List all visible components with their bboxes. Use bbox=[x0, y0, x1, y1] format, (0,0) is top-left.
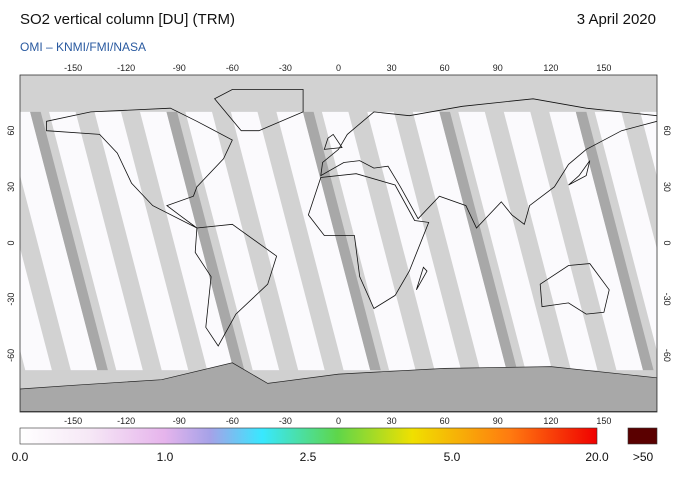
swath bbox=[20, 247, 52, 371]
colorbar bbox=[19, 427, 598, 445]
colorbar-label: 2.5 bbox=[300, 450, 317, 464]
lon-tick-label: 30 bbox=[387, 63, 397, 73]
swath bbox=[140, 111, 234, 371]
lat-tick-label: 0 bbox=[662, 240, 672, 245]
lat-tick-label: -30 bbox=[662, 293, 672, 306]
title: SO2 vertical column [DU] (TRM) bbox=[20, 11, 235, 28]
lon-tick-label: 90 bbox=[493, 416, 503, 426]
coastline bbox=[194, 223, 278, 347]
lon-tick-label: -120 bbox=[117, 63, 135, 73]
lon-tick-label: 90 bbox=[493, 63, 503, 73]
swath bbox=[594, 111, 657, 352]
colorbar-label: >50 bbox=[633, 450, 654, 464]
antarctica bbox=[20, 362, 657, 412]
swath-dark bbox=[30, 111, 108, 371]
swath bbox=[49, 111, 143, 371]
colorbar-over bbox=[627, 427, 658, 445]
coastline bbox=[323, 133, 343, 150]
lon-tick-label: -150 bbox=[64, 416, 82, 426]
map-frame bbox=[19, 74, 658, 413]
lon-tick-label: 60 bbox=[440, 63, 450, 73]
lat-tick-label: -30 bbox=[6, 293, 16, 306]
lon-tick-label: 0 bbox=[336, 63, 341, 73]
swath bbox=[20, 111, 98, 371]
coastline bbox=[539, 263, 610, 315]
lat-tick-label: -60 bbox=[6, 349, 16, 362]
lat-tick-label: 60 bbox=[662, 126, 672, 136]
date: 3 April 2020 bbox=[577, 11, 656, 28]
lon-tick-label: -30 bbox=[279, 416, 292, 426]
swath bbox=[94, 111, 189, 371]
swath bbox=[503, 111, 598, 371]
lat-tick-label: 30 bbox=[6, 182, 16, 192]
coastline bbox=[568, 160, 591, 186]
lon-tick-label: 30 bbox=[387, 416, 397, 426]
lon-tick-label: 150 bbox=[596, 416, 611, 426]
lon-tick-label: 120 bbox=[543, 63, 558, 73]
swath bbox=[276, 111, 371, 371]
swath-dark bbox=[439, 111, 518, 371]
coastline bbox=[320, 98, 657, 229]
colorbar-label: 5.0 bbox=[444, 450, 461, 464]
swath bbox=[640, 111, 657, 177]
coastline bbox=[213, 89, 304, 132]
swath-dark bbox=[302, 111, 381, 371]
colorbar-label: 0.0 bbox=[12, 450, 29, 464]
lat-tick-label: 0 bbox=[6, 240, 16, 245]
lon-tick-label: -120 bbox=[117, 416, 135, 426]
swath bbox=[185, 111, 280, 371]
swath bbox=[412, 111, 507, 371]
lon-tick-label: 120 bbox=[543, 416, 558, 426]
coastline bbox=[46, 107, 233, 229]
colorbar-label: 20.0 bbox=[585, 450, 609, 464]
swath bbox=[549, 111, 643, 371]
lat-tick-label: -60 bbox=[662, 349, 672, 362]
swath bbox=[230, 111, 325, 371]
swath bbox=[321, 111, 416, 371]
map bbox=[20, 75, 657, 412]
lon-tick-label: 60 bbox=[440, 416, 450, 426]
coastline bbox=[307, 173, 430, 310]
lon-tick-label: -150 bbox=[64, 63, 82, 73]
lat-tick-label: 30 bbox=[662, 182, 672, 192]
colorbar-label: 1.0 bbox=[157, 450, 174, 464]
lon-tick-label: -60 bbox=[226, 63, 239, 73]
swath bbox=[458, 111, 553, 371]
swath-dark bbox=[575, 111, 654, 371]
lon-tick-label: -60 bbox=[226, 416, 239, 426]
subtitle: OMI – KNMI/FMI/NASA bbox=[20, 40, 146, 54]
swath-dark bbox=[166, 111, 245, 371]
lon-tick-label: -30 bbox=[279, 63, 292, 73]
lon-tick-label: 0 bbox=[336, 416, 341, 426]
coastline bbox=[416, 266, 428, 290]
lon-tick-label: 150 bbox=[596, 63, 611, 73]
lon-tick-label: -90 bbox=[173, 416, 186, 426]
lat-tick-label: 60 bbox=[6, 126, 16, 136]
lon-tick-label: -90 bbox=[173, 63, 186, 73]
swath bbox=[367, 111, 462, 371]
